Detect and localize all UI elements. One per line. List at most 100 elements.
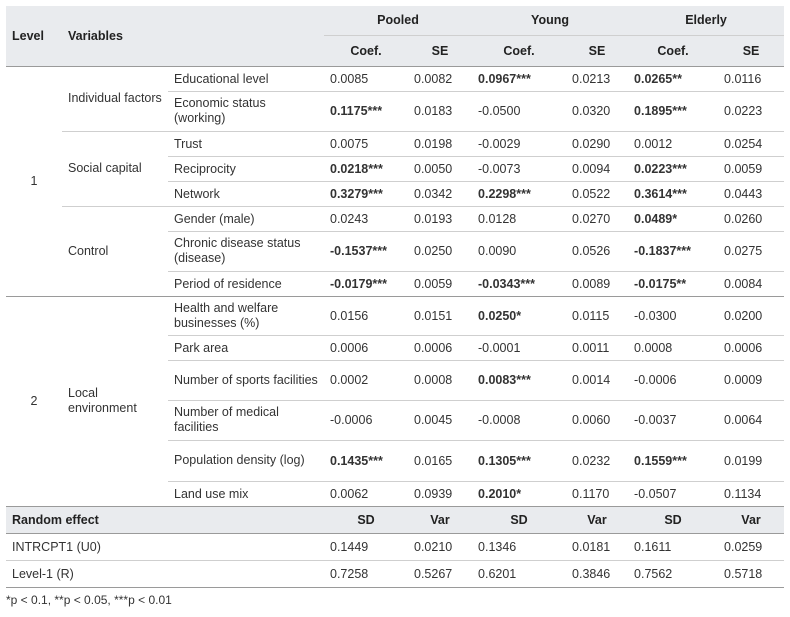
elderly-coef: -0.0037 bbox=[628, 400, 719, 441]
young-se: 0.1170 bbox=[566, 481, 629, 507]
header-young-se: SE bbox=[566, 35, 629, 67]
young-se: 0.0213 bbox=[566, 66, 629, 92]
table-row: Park area 0.0006 0.0006 -0.0001 0.0011 0… bbox=[6, 335, 785, 361]
category-control: Control bbox=[62, 206, 168, 297]
elderly-coef: 0.0223*** bbox=[628, 156, 719, 182]
young-var: 0.0181 bbox=[566, 533, 629, 561]
elderly-se: 0.0223 bbox=[718, 91, 785, 132]
table-row: Level-1 (R) 0.7258 0.5267 0.6201 0.3846 … bbox=[6, 560, 785, 588]
variable-name: Gender (male) bbox=[168, 206, 324, 232]
pooled-coef: 0.0002 bbox=[324, 360, 408, 401]
young-var: 0.3846 bbox=[566, 560, 629, 588]
young-se: 0.0320 bbox=[566, 91, 629, 132]
elderly-coef: 0.0012 bbox=[628, 131, 719, 157]
pooled-coef: 0.0218*** bbox=[324, 156, 408, 182]
elderly-se: 0.0009 bbox=[718, 360, 785, 401]
variable-name: Network bbox=[168, 181, 324, 207]
elderly-coef: 0.1895*** bbox=[628, 91, 719, 132]
young-coef: 0.2010* bbox=[472, 481, 567, 507]
table-row: 2 Local environment Health and welfare b… bbox=[6, 296, 785, 507]
elderly-coef: -0.1837*** bbox=[628, 231, 719, 272]
young-sd-header: SD bbox=[472, 506, 567, 534]
pooled-coef: 0.0006 bbox=[324, 335, 408, 361]
header-elderly-se: SE bbox=[718, 35, 785, 67]
variable-name: Health and welfare businesses (%) bbox=[168, 296, 324, 336]
young-se: 0.0094 bbox=[566, 156, 629, 182]
pooled-coef: 0.0156 bbox=[324, 296, 408, 336]
pooled-se: 0.0342 bbox=[408, 181, 473, 207]
pooled-var: 0.0210 bbox=[408, 533, 473, 561]
variable-name: Educational level bbox=[168, 66, 324, 92]
young-sd: 0.1346 bbox=[472, 533, 567, 561]
young-coef: 0.1305*** bbox=[472, 440, 567, 482]
table-row: Social capital Trust 0.0075 0.0198 -0.00… bbox=[6, 131, 785, 207]
pooled-se: 0.0165 bbox=[408, 440, 473, 482]
elderly-se: 0.0064 bbox=[718, 400, 785, 441]
young-coef: -0.0008 bbox=[472, 400, 567, 441]
variable-name: Number of sports facilities bbox=[168, 360, 324, 401]
variable-name: Reciprocity bbox=[168, 156, 324, 182]
pooled-coef: 0.0243 bbox=[324, 206, 408, 232]
elderly-se: 0.0116 bbox=[718, 66, 785, 92]
young-coef: -0.0500 bbox=[472, 91, 567, 132]
elderly-coef: 0.0265** bbox=[628, 66, 719, 92]
pooled-sd: 0.1449 bbox=[324, 533, 408, 561]
young-coef: 0.2298*** bbox=[472, 181, 567, 207]
table-row: INTRCPT1 (U0) 0.1449 0.0210 0.1346 0.018… bbox=[6, 533, 785, 561]
variable-name: Period of residence bbox=[168, 271, 324, 297]
variable-name: Trust bbox=[168, 131, 324, 157]
elderly-coef: -0.0507 bbox=[628, 481, 719, 507]
young-se: 0.0232 bbox=[566, 440, 629, 482]
pooled-se: 0.0006 bbox=[408, 335, 473, 361]
young-se: 0.0522 bbox=[566, 181, 629, 207]
young-coef: -0.0343*** bbox=[472, 271, 567, 297]
elderly-se: 0.0443 bbox=[718, 181, 785, 207]
young-coef: -0.0001 bbox=[472, 335, 567, 361]
regression-table: Level Variables Pooled Young Elderly Coe… bbox=[6, 6, 785, 588]
footnote: *p < 0.1, **p < 0.05, ***p < 0.01 bbox=[6, 592, 172, 607]
elderly-se: 0.1134 bbox=[718, 481, 785, 507]
young-var-header: Var bbox=[566, 506, 629, 534]
young-se: 0.0060 bbox=[566, 400, 629, 441]
level-1-label: 1 bbox=[6, 66, 62, 297]
elderly-se: 0.0260 bbox=[718, 206, 785, 232]
elderly-sd: 0.1611 bbox=[628, 533, 719, 561]
elderly-sd-header: SD bbox=[628, 506, 719, 534]
pooled-coef: 0.3279*** bbox=[324, 181, 408, 207]
regression-table-container: Level Variables Pooled Young Elderly Coe… bbox=[6, 6, 785, 607]
table-row: Economic status (working) 0.1175*** 0.01… bbox=[6, 91, 785, 132]
table-row: Network 0.3279*** 0.0342 0.2298*** 0.052… bbox=[6, 181, 785, 207]
pooled-sd-header: SD bbox=[324, 506, 408, 534]
variable-name: Economic status (working) bbox=[168, 91, 324, 132]
variable-name: Park area bbox=[168, 335, 324, 361]
table-row: Chronic disease status (disease) -0.1537… bbox=[6, 231, 785, 272]
pooled-var-header: Var bbox=[408, 506, 473, 534]
table-row: Population density (log) 0.1435*** 0.016… bbox=[6, 440, 785, 482]
elderly-coef: 0.1559*** bbox=[628, 440, 719, 482]
elderly-coef: -0.0300 bbox=[628, 296, 719, 336]
variable-name: Chronic disease status (disease) bbox=[168, 231, 324, 272]
table-row: Control Gender (male) 0.0243 0.0193 0.01… bbox=[6, 206, 785, 297]
pooled-se: 0.0059 bbox=[408, 271, 473, 297]
elderly-se: 0.0006 bbox=[718, 335, 785, 361]
header-young-coef: Coef. bbox=[472, 35, 567, 67]
young-se: 0.0270 bbox=[566, 206, 629, 232]
pooled-coef: 0.1435*** bbox=[324, 440, 408, 482]
pooled-var: 0.5267 bbox=[408, 560, 473, 588]
young-se: 0.0115 bbox=[566, 296, 629, 336]
young-coef: -0.0029 bbox=[472, 131, 567, 157]
elderly-se: 0.0200 bbox=[718, 296, 785, 336]
pooled-se: 0.0082 bbox=[408, 66, 473, 92]
header-pooled-coef: Coef. bbox=[324, 35, 408, 67]
elderly-coef: -0.0175** bbox=[628, 271, 719, 297]
header-elderly-coef: Coef. bbox=[628, 35, 719, 67]
young-coef: 0.0090 bbox=[472, 231, 567, 272]
elderly-var-header: Var bbox=[718, 506, 785, 534]
pooled-coef: 0.0085 bbox=[324, 66, 408, 92]
table-row: Number of medical facilities -0.0006 0.0… bbox=[6, 400, 785, 441]
variable-name: Number of medical facilities bbox=[168, 400, 324, 441]
pooled-coef: 0.0075 bbox=[324, 131, 408, 157]
elderly-coef: 0.0008 bbox=[628, 335, 719, 361]
header-young: Young bbox=[472, 6, 629, 36]
pooled-coef: -0.0006 bbox=[324, 400, 408, 441]
